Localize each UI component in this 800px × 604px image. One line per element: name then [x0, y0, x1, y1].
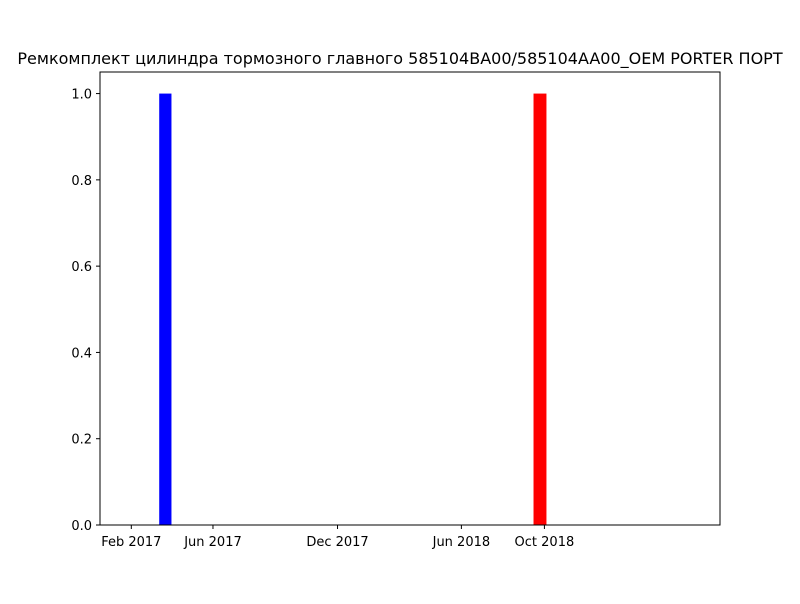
y-tick-label-5: 1.0: [71, 88, 92, 103]
y-tick-label-1: 0.2: [71, 433, 92, 448]
y-tick-label-3: 0.6: [71, 260, 92, 275]
y-axis: 0.0 0.2 0.4 0.6 0.8 1.0: [71, 88, 100, 534]
bar-1: [533, 93, 547, 525]
x-tick-label-1: Jun 2017: [183, 535, 242, 550]
x-tick-label-3: Jun 2018: [432, 535, 491, 550]
y-tick-label-0: 0.0: [71, 519, 92, 534]
y-tick-label-4: 0.8: [71, 174, 92, 189]
x-axis: Feb 2017 Jun 2017 Dec 2017 Jun 2018 Oct 2018: [101, 525, 574, 550]
x-tick-label-2: Dec 2017: [306, 535, 368, 550]
bar-0: [159, 93, 172, 525]
chart-title: Ремкомплект цилиндра тормозного главного…: [17, 49, 782, 69]
x-tick-label-4: Oct 2018: [515, 535, 575, 550]
y-tick-label-2: 0.4: [71, 346, 92, 361]
plot-area-frame: [99, 71, 721, 526]
bars-layer: [159, 93, 547, 525]
x-tick-label-0: Feb 2017: [101, 535, 161, 550]
